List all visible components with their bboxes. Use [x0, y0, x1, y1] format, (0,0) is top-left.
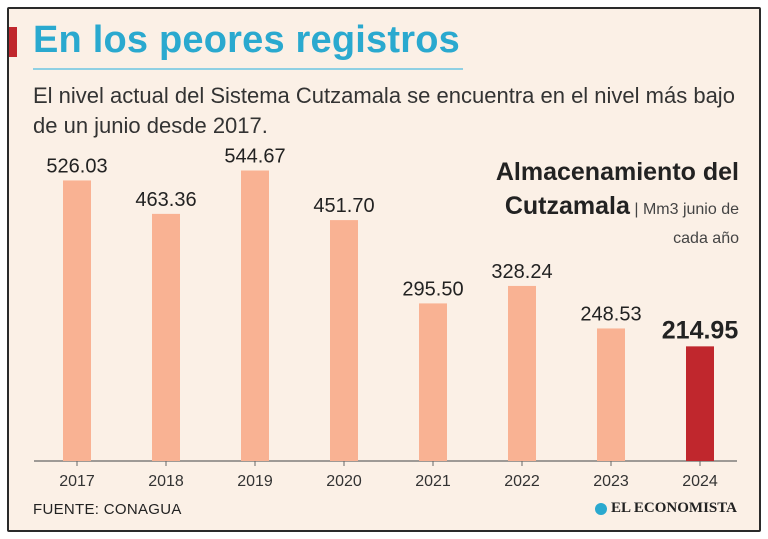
value-label-2023: 248.53 — [580, 303, 641, 325]
x-tick-label-2024: 2024 — [682, 473, 718, 490]
x-tick-label-2018: 2018 — [148, 473, 184, 490]
x-tick-label-2017: 2017 — [59, 473, 95, 490]
chart-title-line2: Cutzamala — [504, 192, 630, 220]
chart-unit-line2: cada año — [673, 230, 739, 247]
source-note: FUENTE: CONAGUA — [33, 501, 182, 518]
x-tick-label-2021: 2021 — [415, 473, 451, 490]
value-label-2018: 463.36 — [135, 189, 196, 211]
headline: En los peores registros — [33, 19, 460, 61]
bar-2023 — [597, 328, 625, 461]
bar-2017 — [63, 180, 91, 461]
chart-title-line1: Almacenamiento del — [495, 158, 739, 186]
value-label-2019: 544.67 — [224, 146, 285, 168]
bar-2024 — [686, 346, 714, 461]
x-tick-label-2023: 2023 — [593, 473, 629, 490]
chart-unit-line1: | Mm3 junio de — [634, 201, 739, 218]
bar-2020 — [330, 220, 358, 461]
value-label-2017: 526.03 — [46, 155, 107, 177]
x-tick-label-2022: 2022 — [504, 473, 540, 490]
brand-logo: EL ECONOMISTA — [595, 500, 737, 517]
value-label-2022: 328.24 — [491, 261, 552, 283]
subtitle: El nivel actual del Sistema Cutzamala se… — [33, 83, 735, 138]
headline-underline — [33, 68, 463, 70]
x-tick-label-2019: 2019 — [237, 473, 273, 490]
value-label-2024: 214.95 — [662, 316, 739, 344]
value-label-2020: 451.70 — [313, 195, 374, 217]
bar-chart: 526.03 2017 463.36 2018 544.67 2019 451.70 2020… — [34, 146, 739, 490]
infographic-card: En los peores registros El nivel actual … — [7, 7, 761, 532]
bar-2022 — [508, 285, 536, 461]
bar-2018 — [152, 213, 180, 461]
bar-2021 — [419, 303, 447, 461]
bar-2019 — [241, 170, 269, 461]
x-tick-label-2020: 2020 — [326, 473, 362, 490]
brand-logo-icon — [595, 502, 607, 515]
value-label-2021: 295.50 — [402, 278, 463, 300]
brand-name: EL ECONOMISTA — [611, 500, 737, 516]
title-accent-bar — [9, 27, 17, 57]
chart-title: Almacenamiento del Cutzamala | Mm3 junio… — [496, 157, 739, 253]
